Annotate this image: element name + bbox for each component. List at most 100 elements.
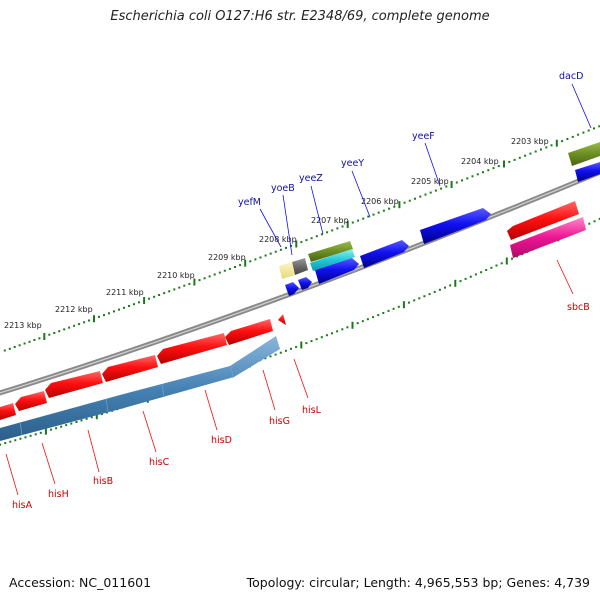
gene-yoeB-feature[interactable] [292,258,308,275]
gene-label-yeeY[interactable]: yeeY [341,158,364,169]
scale-minor-tick [393,205,396,208]
scale-minor-tick [372,213,375,216]
gene-label-dacD[interactable]: dacD [559,71,583,82]
scale-minor-tick [440,187,443,190]
gene-label-hisC[interactable]: hisC [149,457,170,468]
scale-minor-tick [53,332,56,334]
scale-minor-tick [490,266,493,269]
scale-minor-tick [234,266,236,268]
genome-summary: Topology: circular; Length: 4,965,553 bp… [246,575,590,590]
forward-gene-labels: dacD yeeF yeeY yeeZ yoeB yefM [238,71,592,256]
gene-hisH-feature[interactable] [15,391,47,411]
gene-yeeY-feature[interactable] [360,240,409,268]
gene-label-hisG[interactable]: hisG [269,416,290,427]
scale-minor-tick [310,340,313,343]
scale-minor-tick [208,275,211,278]
gene-label-hisA[interactable]: hisA [12,500,33,511]
gene-hisC-feature[interactable] [102,355,158,382]
scale-minor-tick [571,135,574,138]
scale-minor-tick [474,273,477,276]
his-cds-strip[interactable] [0,336,280,441]
gene-label-hisH[interactable]: hisH [48,489,69,500]
scale-major-tick [244,259,247,267]
scale-minor-tick [284,349,287,352]
tick-label-2207: 2207 kbp [311,216,349,225]
scale-minor-tick [264,254,267,257]
scale-minor-tick [305,239,308,242]
scale-minor-tick [108,312,110,315]
scale-minor-tick [279,248,282,251]
scale-minor-tick [39,431,42,434]
scale-minor-tick [387,309,390,312]
cds-strip-dividers [19,365,234,436]
scale-minor-tick [445,185,448,188]
gene-label-yoeB[interactable]: yoeB [271,183,295,194]
gene-hisG-feature[interactable] [225,319,273,345]
scale-minor-tick [279,351,282,354]
gene-label-sbcB[interactable]: sbcB [567,302,590,313]
scale-minor-tick [455,181,458,184]
scale-minor-tick [346,326,349,329]
gene-yefM-feature[interactable] [279,262,295,279]
gene-label-yeeZ[interactable]: yeeZ [299,173,323,184]
gene-label-hisB[interactable]: hisB [93,476,113,487]
gene-hisA-feature[interactable] [0,403,16,420]
gene-yoeB-cds[interactable] [298,277,312,290]
scale-minor-tick [511,257,513,260]
scale-minor-tick [566,138,569,140]
scale-minor-tick [485,269,488,271]
scale-minor-tick [351,221,354,224]
scale-minor-tick [55,427,58,430]
scale-major-tick [505,257,508,265]
scale-minor-tick [148,297,151,300]
scale-minor-tick [58,330,61,333]
gene-label-yeeF[interactable]: yeeF [412,131,435,142]
gene-yeeZ-feature[interactable] [315,258,359,284]
scale-minor-tick [178,286,181,289]
gene-yeeZ-rna-2[interactable] [310,249,355,271]
tick-label-2203: 2203 kbp [511,137,549,146]
scale-labels: 2203 kbp 2204 kbp 2205 kbp 2206 kbp 2207… [4,137,549,330]
gene-yeeZ-rna[interactable] [308,241,353,262]
scale-minor-tick [449,284,452,287]
gene-sbcB-cds[interactable] [510,217,586,258]
gene-sbcB-feature[interactable] [507,201,579,240]
scale-minor-tick [356,322,359,325]
scale-minor-tick [264,357,267,360]
scale-minor-tick [382,312,385,314]
gene-yefM-cds[interactable] [285,282,299,296]
scale-minor-tick [495,264,498,267]
scale-minor-tick [508,160,511,163]
gene-hisL-feature[interactable] [278,314,286,325]
scale-minor-tick [18,344,21,347]
gene-label-hisL[interactable]: hisL [302,405,322,416]
scale-minor-tick [341,328,344,331]
scale-ring-outer [3,125,600,352]
scale-major-tick [95,412,98,420]
scale-minor-tick [290,347,292,350]
gene-label-yefM[interactable]: yefM [238,197,261,208]
gene-hisD-feature[interactable] [157,333,227,364]
scale-minor-tick [75,421,78,423]
gene-hisB-feature[interactable] [45,371,103,398]
scale-minor-tick [480,271,483,274]
scale-minor-tick [63,328,66,331]
scale-major-tick [454,279,457,287]
scale-major-tick [555,139,558,147]
scale-minor-tick [438,288,441,291]
scale-major-tick [295,240,298,248]
tick-label-2211: 2211 kbp [106,288,144,297]
scale-major-tick [351,321,354,329]
gene-yeeF-feature[interactable] [420,208,491,244]
scale-minor-tick [113,310,115,313]
scale-minor-tick [550,144,553,147]
scale-minor-tick [50,428,52,431]
gene-dacD-feature[interactable] [568,142,600,166]
scale-minor-tick [419,195,422,198]
scale-minor-tick [397,305,400,308]
gene-dacD-cds[interactable] [575,162,600,182]
scale-minor-tick [367,215,370,218]
scale-minor-tick [529,152,532,155]
gene-label-hisD[interactable]: hisD [211,435,232,446]
scale-minor-tick [228,267,231,270]
